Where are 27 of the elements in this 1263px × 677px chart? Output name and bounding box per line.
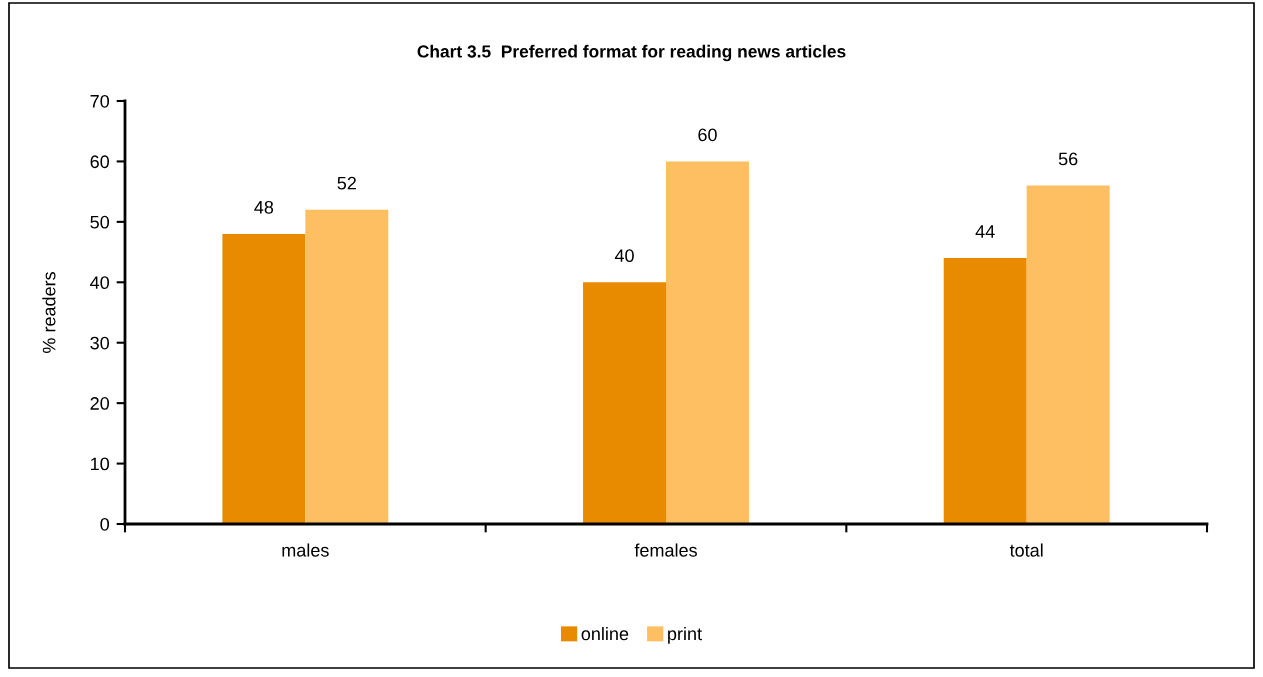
bar xyxy=(222,233,306,524)
data-label: 52 xyxy=(337,176,356,190)
bar xyxy=(943,258,1027,524)
chart-title: Chart 3.5 Preferred format for reading news articles xyxy=(417,44,846,62)
data-label: 48 xyxy=(254,200,274,214)
data-label: 44 xyxy=(975,225,995,238)
bar xyxy=(1026,185,1110,524)
y-tick-label: 50 xyxy=(90,215,110,229)
data-label: 40 xyxy=(614,249,634,263)
y-tick-label: 70 xyxy=(90,94,110,108)
x-tick-label: females xyxy=(634,543,697,557)
legend-label: print xyxy=(668,626,702,644)
x-tick-label: total xyxy=(1009,543,1043,557)
y-tick-label: 60 xyxy=(90,155,110,169)
y-axis-title: % readers xyxy=(42,272,56,353)
bar xyxy=(305,209,389,524)
y-tick-label: 0 xyxy=(100,517,110,531)
y-tick-label: 20 xyxy=(90,397,110,410)
y-tick-label: 30 xyxy=(90,336,110,350)
bar xyxy=(666,161,749,524)
y-tick-label: 10 xyxy=(91,457,110,471)
data-label: 56 xyxy=(1058,152,1078,166)
data-label: 60 xyxy=(698,128,717,142)
bar xyxy=(583,282,666,524)
y-tick-label: 40 xyxy=(90,276,110,290)
x-tick-label: males xyxy=(282,543,329,557)
legend-label: online xyxy=(581,626,629,641)
